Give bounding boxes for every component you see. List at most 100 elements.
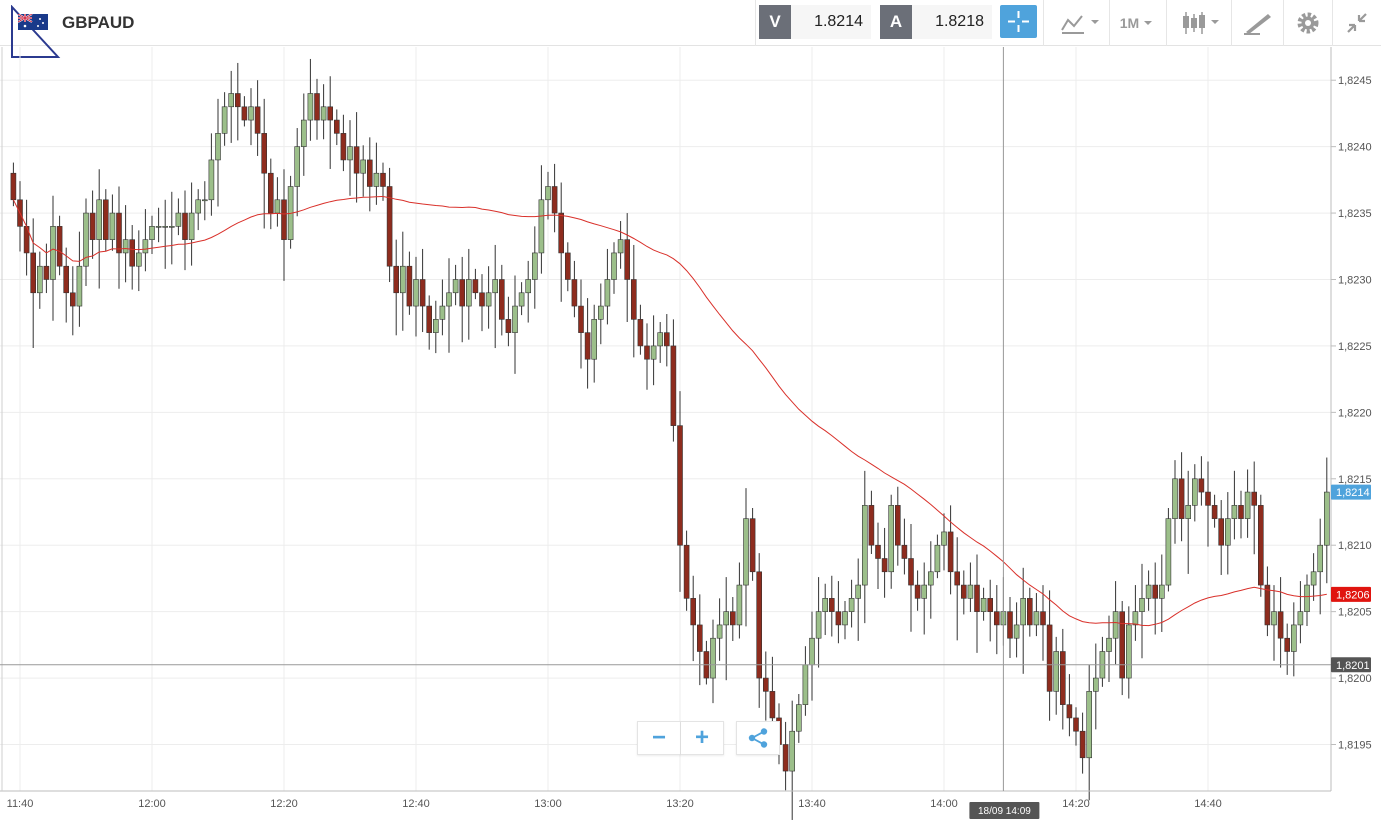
candle — [195, 189, 201, 231]
candle-body — [650, 345, 657, 360]
corner-triangle-icon — [11, 5, 61, 58]
crosshair-button[interactable] — [1000, 5, 1037, 38]
candle — [861, 470, 868, 624]
zoom-in-button[interactable]: + — [681, 721, 724, 755]
candle — [941, 513, 947, 571]
top-toolbar: GBPAUD V 1.8214 A 1.8218 1M — [0, 0, 1381, 58]
candle-body — [162, 226, 168, 228]
candle-body — [267, 172, 274, 214]
crosshair-time-label: 18/09 14:09 — [969, 802, 1040, 819]
buy-price-box[interactable]: A 1.8218 — [880, 4, 992, 40]
candle — [1106, 615, 1112, 682]
x-tick-label: 13:40 — [798, 798, 826, 810]
candle-body — [538, 199, 545, 254]
candle — [70, 266, 76, 336]
candle-body — [50, 226, 56, 280]
candle — [1013, 602, 1020, 658]
candle — [83, 198, 89, 286]
candle — [413, 256, 419, 337]
candle-body — [373, 172, 380, 187]
candle-body — [1251, 491, 1257, 506]
chart-type-button[interactable] — [1050, 0, 1105, 46]
candle-body — [756, 571, 763, 679]
candle-body — [1132, 611, 1139, 626]
candle-body — [914, 584, 921, 599]
y-tick-label: 1,8220 — [1338, 407, 1372, 419]
candle-body — [1185, 505, 1191, 519]
y-tick-label: 1,8230 — [1338, 275, 1372, 287]
candle — [967, 562, 974, 612]
candle — [842, 601, 848, 640]
candle — [545, 171, 551, 220]
candle — [1053, 636, 1059, 715]
candle — [1244, 469, 1251, 538]
candle-body — [1277, 611, 1284, 639]
candle — [584, 298, 591, 389]
candle-body — [465, 279, 472, 307]
candle-body — [908, 558, 914, 586]
zoom-out-button[interactable]: − — [637, 721, 681, 755]
candle-body — [809, 637, 815, 666]
candle-body — [901, 544, 908, 559]
draw-button[interactable] — [1236, 0, 1280, 46]
candles — [10, 58, 1330, 820]
toolbar-divider — [1332, 0, 1333, 46]
candle — [459, 256, 466, 343]
candle — [564, 242, 571, 292]
candle — [1291, 602, 1297, 677]
candle — [683, 530, 690, 611]
candlestick-button[interactable] — [1172, 0, 1227, 46]
candle — [1192, 464, 1198, 522]
toolbar-divider — [1109, 0, 1110, 46]
candle-body — [1324, 491, 1330, 546]
candle — [1178, 452, 1185, 542]
candle — [1079, 712, 1086, 774]
candle-body — [630, 279, 637, 320]
candle-body — [307, 93, 314, 121]
collapse-button[interactable] — [1338, 0, 1376, 46]
candle — [558, 182, 565, 302]
candle — [136, 230, 142, 292]
candle-body — [366, 159, 373, 187]
candle-body — [116, 212, 122, 254]
candle-body — [63, 265, 70, 294]
candle — [868, 490, 875, 554]
timeframe-button[interactable]: 1M — [1112, 0, 1162, 46]
candle — [432, 300, 439, 354]
candle-body — [1165, 518, 1172, 586]
candle — [208, 133, 215, 216]
candle-body — [558, 212, 565, 254]
candle — [663, 314, 670, 367]
share-button[interactable] — [736, 721, 780, 755]
candle-body — [512, 305, 518, 333]
candle-body — [1178, 478, 1185, 519]
candle — [855, 558, 862, 641]
candle — [56, 215, 63, 276]
candle-body — [723, 611, 730, 626]
candle-body — [1258, 505, 1264, 586]
candle — [439, 279, 446, 336]
candle-body — [1126, 624, 1132, 679]
candle-body — [927, 571, 934, 586]
chart-axes: 1,8195 1,8200 1,8205 1,8210 1,8215 1,8220 1,82… — [0, 47, 1372, 810]
candle-body — [1053, 651, 1059, 692]
candle-body — [340, 133, 347, 161]
candle — [1099, 636, 1106, 687]
candle — [1145, 570, 1152, 611]
candle-body — [221, 106, 228, 134]
x-tick-label: 14:00 — [930, 798, 958, 810]
candle-body — [947, 531, 954, 573]
settings-button[interactable] — [1288, 0, 1328, 46]
candle-body — [637, 319, 644, 347]
candle-body — [426, 305, 433, 333]
candle — [1211, 494, 1218, 528]
candle-body — [36, 265, 43, 294]
candle-body — [320, 106, 327, 121]
candle — [960, 570, 967, 615]
candle-body — [795, 704, 802, 732]
candle — [591, 304, 598, 383]
candle-body — [314, 93, 320, 121]
sell-price-box[interactable]: V 1.8214 — [759, 4, 871, 40]
candle — [677, 391, 683, 592]
